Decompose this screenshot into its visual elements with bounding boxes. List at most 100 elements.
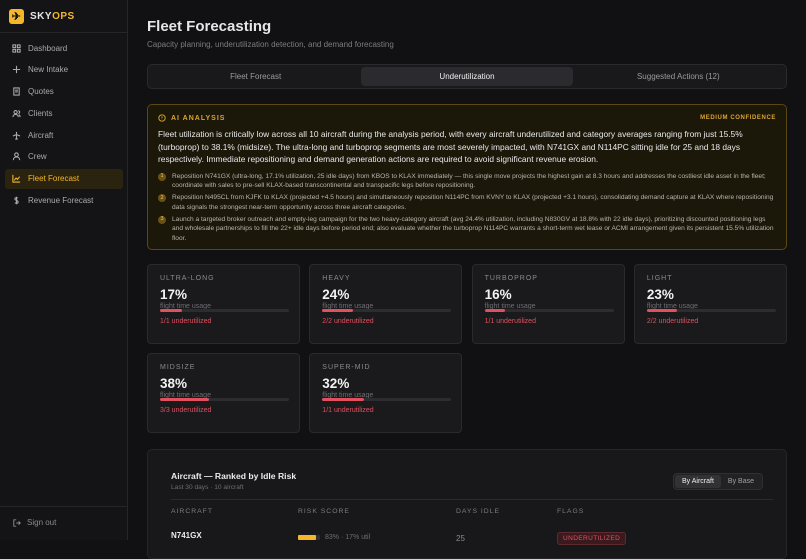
action-text: Reposition N495CL from KJFK to KLAX (pro… bbox=[172, 194, 774, 211]
sign-out-label: Sign out bbox=[27, 518, 57, 527]
page-title: Fleet Forecasting bbox=[147, 18, 272, 35]
usage-track bbox=[646, 309, 776, 312]
usage-value: 17% bbox=[160, 287, 188, 302]
action-number: 2 bbox=[158, 194, 166, 203]
nav-icon bbox=[12, 131, 21, 140]
usage-track bbox=[322, 309, 452, 312]
usage-track bbox=[160, 398, 289, 401]
tab[interactable]: Underutilization bbox=[361, 67, 573, 86]
logo: ✈ bbox=[9, 8, 24, 24]
nav-item[interactable]: Dashboard bbox=[5, 38, 123, 58]
nav-icon bbox=[12, 43, 21, 53]
category-label: SUPER-MID bbox=[322, 364, 371, 371]
category-label: LIGHT bbox=[646, 275, 673, 282]
usage-track bbox=[322, 398, 452, 401]
usage-caption: flight time usage bbox=[160, 303, 211, 310]
category-card: LIGHT 23% flight time usage 2/2 underutiliz… bbox=[633, 264, 787, 344]
usage-caption: flight time usage bbox=[322, 392, 374, 399]
underutilized-note: 1/1 underutilized bbox=[160, 318, 212, 325]
ranking-title: Aircraft — Ranked by Idle Risk bbox=[171, 471, 297, 481]
nav-icon bbox=[12, 109, 21, 118]
category-card: TURBOPROP 16% flight time usage 1/1 underut… bbox=[471, 264, 625, 344]
nav-item[interactable]: Aircraft bbox=[5, 125, 123, 145]
tab[interactable]: Fleet Forecast bbox=[230, 72, 282, 81]
usage-bar bbox=[646, 309, 677, 312]
brand-accent: OPS bbox=[52, 10, 75, 22]
usage-value: 24% bbox=[322, 287, 350, 302]
usage-track bbox=[160, 309, 289, 312]
usage-value: 38% bbox=[160, 376, 188, 391]
usage-value: 23% bbox=[646, 287, 674, 302]
ranking-subtitle: Last 30 days · 10 aircraft bbox=[171, 484, 244, 491]
page: { "sidebar":{"brand_primary":"SKY","bran… bbox=[0, 0, 787, 559]
usage-bar bbox=[484, 309, 506, 312]
column-header: DAYS IDLE bbox=[456, 508, 501, 515]
usage-caption: flight time usage bbox=[646, 303, 698, 310]
nav-label: New Intake bbox=[28, 65, 69, 75]
category-card: ULTRA-LONG 17% flight time usage 1/1 underu… bbox=[147, 264, 300, 344]
tabs: Fleet Forecast Underutilization Suggested … bbox=[147, 64, 787, 89]
divider bbox=[171, 499, 773, 500]
usage-bar bbox=[322, 398, 364, 401]
nav-label: Clients bbox=[28, 108, 53, 118]
nav-icon bbox=[13, 87, 20, 96]
risk-label: 83% bbox=[325, 534, 340, 541]
underutilized-note: 3/3 underutilized bbox=[160, 407, 212, 414]
nav-item[interactable]: Fleet Forecast bbox=[5, 168, 123, 189]
nav-item[interactable]: Quotes bbox=[5, 82, 123, 102]
usage-track bbox=[484, 309, 614, 312]
action-text: Reposition N741GX (ultra-long, 17.1% uti… bbox=[172, 172, 766, 190]
utilization: 17% util bbox=[345, 534, 371, 541]
risk-score: 83% · 17% util bbox=[298, 534, 370, 541]
nav-item[interactable]: Revenue Forecast bbox=[5, 191, 123, 211]
nav-icon bbox=[12, 66, 21, 74]
column-header: RISK SCORE bbox=[298, 508, 350, 515]
column-header: AIRCRAFT bbox=[171, 508, 213, 515]
usage-caption: flight time usage bbox=[160, 392, 211, 399]
category-label: ULTRA-LONG bbox=[160, 275, 215, 282]
nav-label: Quotes bbox=[28, 87, 54, 97]
nav-label: Crew bbox=[28, 152, 47, 162]
category-card: HEAVY 24% flight time usage 2/2 underutiliz… bbox=[309, 264, 463, 344]
confidence: MEDIUM CONFIDENCE bbox=[700, 115, 776, 121]
flag-wrap: UNDERUTILIZED bbox=[557, 532, 627, 545]
usage-bar bbox=[322, 309, 354, 312]
action-item: 3 Launch a targeted broker outreach and e… bbox=[158, 215, 776, 243]
nav-item[interactable]: Crew bbox=[5, 147, 123, 167]
category-card: MIDSIZE 38% flight time usage 3/3 underutil… bbox=[147, 353, 300, 433]
nav-label: Fleet Forecast bbox=[28, 174, 80, 184]
category-card: SUPER-MID 32% flight time usage 1/1 underut… bbox=[309, 353, 463, 433]
nav-icon bbox=[14, 196, 19, 205]
risk-track bbox=[298, 535, 320, 540]
ai-analysis: AI ANALYSIS MEDIUM CONFIDENCE Fleet util… bbox=[147, 104, 787, 250]
sign-out[interactable]: Sign out bbox=[13, 518, 56, 527]
action-number: 1 bbox=[158, 172, 166, 181]
underutilized-note: 2/2 underutilized bbox=[646, 318, 699, 325]
ranking-panel: Aircraft — Ranked by Idle Risk Last 30 d… bbox=[147, 449, 787, 559]
usage-value: 16% bbox=[484, 287, 512, 302]
nav-label: Dashboard bbox=[28, 43, 68, 53]
view-toggle: By Aircraft By Base bbox=[673, 473, 763, 490]
risk-bar bbox=[298, 535, 317, 540]
underutilized-note: 1/1 underutilized bbox=[322, 407, 374, 414]
view-option[interactable]: By Base bbox=[727, 478, 754, 485]
ai-heading: AI ANALYSIS bbox=[171, 114, 226, 122]
nav-item[interactable]: Clients bbox=[5, 103, 123, 123]
divider bbox=[0, 32, 127, 33]
underutilized-note: 2/2 underutilized bbox=[322, 318, 374, 325]
action-number: 3 bbox=[158, 215, 166, 224]
nav-icon bbox=[12, 175, 21, 183]
category-label: TURBOPROP bbox=[484, 275, 538, 282]
action-item: 1 Reposition N741GX (ultra-long, 17.1% ut… bbox=[158, 172, 776, 191]
action-item: 2 Reposition N495CL from KJFK to KLAX (pr… bbox=[158, 193, 776, 212]
view-option[interactable]: By Aircraft bbox=[675, 475, 721, 488]
action-text: Launch a targeted broker outreach and em… bbox=[172, 215, 774, 242]
category-cards: ULTRA-LONG 17% flight time usage 1/1 underu… bbox=[147, 264, 787, 433]
nav-item[interactable]: New Intake bbox=[5, 60, 123, 80]
tab[interactable]: Suggested Actions (12) bbox=[636, 72, 720, 81]
nav-icon bbox=[12, 152, 21, 161]
category-label: HEAVY bbox=[322, 275, 351, 282]
aircraft-name[interactable]: N741GX bbox=[171, 531, 202, 540]
usage-caption: flight time usage bbox=[322, 303, 374, 310]
category-label: MIDSIZE bbox=[160, 364, 196, 371]
